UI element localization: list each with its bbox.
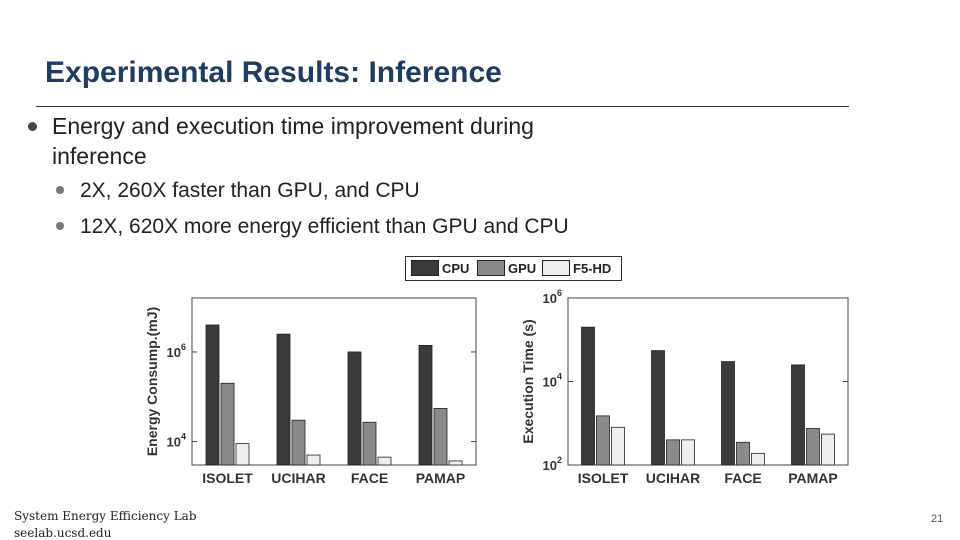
legend-swatch-gpu	[477, 260, 505, 276]
bar-f5-hd-pamap	[821, 433, 835, 466]
bar-gpu-face	[736, 441, 750, 466]
bar-gpu-pamap	[433, 407, 448, 466]
slide-title: Experimental Results: Inference	[45, 56, 502, 89]
x-tick-label: FACE	[724, 470, 761, 486]
x-tick-label: PAMAP	[788, 470, 838, 486]
legend-item-cpu: CPU	[411, 260, 469, 276]
y-tick-label: 102	[543, 455, 562, 473]
title-divider	[36, 106, 849, 107]
energy-chart: 104 106 ISOLET UCIHAR FACE PAMAP Energy Consum…	[144, 297, 477, 486]
legend-swatch-f5hd	[542, 260, 570, 276]
legend-label: CPU	[442, 260, 470, 276]
bar-gpu-pamap	[806, 428, 820, 466]
x-tick-label: ISOLET	[578, 470, 629, 486]
bar-f5-hd-ucihar	[306, 454, 321, 466]
sub-bullet-dot	[56, 222, 64, 230]
bar-cpu-isolet	[581, 326, 595, 466]
bar-f5-hd-face	[377, 456, 392, 466]
bar-gpu-isolet	[220, 382, 235, 466]
footer-lab-name: System Energy Efficiency Lab	[14, 509, 197, 523]
bar-cpu-ucihar	[276, 333, 291, 466]
bar-f5-hd-ucihar	[681, 439, 695, 466]
legend-label: F5-HD	[573, 260, 612, 276]
x-tick-label: UCIHAR	[271, 470, 325, 486]
bar-f5-hd-face	[751, 452, 765, 466]
x-tick-label: UCIHAR	[646, 470, 700, 486]
bar-f5-hd-isolet	[611, 426, 625, 466]
x-tick-label: FACE	[351, 470, 388, 486]
legend-item-gpu: GPU	[477, 260, 536, 276]
sub-bullet-speed: 2X, 260X faster than GPU, and CPU	[80, 179, 420, 202]
bar-gpu-isolet	[596, 415, 610, 466]
bullet-dot	[28, 122, 37, 131]
bar-gpu-ucihar	[291, 419, 306, 466]
legend-label: GPU	[508, 260, 537, 276]
plot-frame	[567, 297, 849, 466]
bar-cpu-ucihar	[651, 350, 665, 466]
bar-f5-hd-isolet	[235, 443, 250, 466]
y-tick-label: 106	[167, 342, 186, 360]
sub-bullet-dot	[56, 186, 64, 194]
bar-cpu-face	[347, 351, 362, 466]
bar-cpu-isolet	[205, 324, 220, 466]
chart-legend: CPU GPU F5-HD	[405, 256, 622, 281]
plot-frame	[191, 297, 477, 466]
bar-cpu-face	[721, 361, 735, 466]
bar-cpu-pamap	[418, 345, 433, 466]
footer-url: seelab.ucsd.edu	[14, 526, 112, 540]
bar-gpu-face	[362, 421, 377, 466]
bullet-main: Energy and execution time improvement du…	[52, 113, 534, 169]
bar-cpu-pamap	[791, 364, 805, 466]
legend-swatch-cpu	[411, 260, 439, 276]
bar-f5-hd-pamap	[448, 460, 463, 466]
y-tick-label: 104	[167, 432, 186, 450]
x-tick-label: ISOLET	[202, 470, 253, 486]
y-axis-label: Energy Consump.(mJ)	[144, 307, 160, 456]
y-axis-label: Execution Time (s)	[520, 319, 536, 443]
x-tick-label: PAMAP	[416, 470, 466, 486]
page-number: 21	[931, 513, 944, 525]
bar-gpu-ucihar	[666, 439, 680, 466]
y-tick-label: 106	[543, 288, 562, 306]
execution-time-chart: 102 104 106 ISOLET UCIHAR FACE PAMAP Execution …	[520, 288, 849, 486]
legend-item-f5hd: F5-HD	[542, 260, 611, 276]
sub-bullet-energy: 12X, 620X more energy efficient than GPU…	[80, 215, 569, 238]
y-tick-label: 104	[543, 372, 562, 390]
